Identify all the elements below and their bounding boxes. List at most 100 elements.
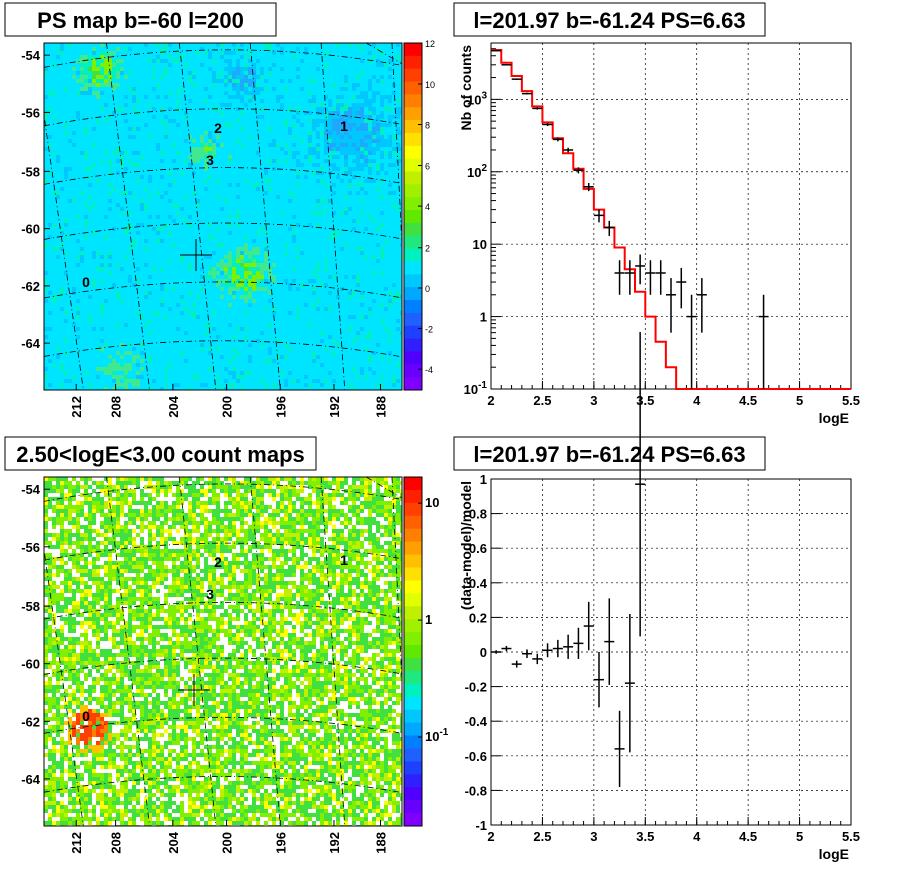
map-cell: [296, 287, 300, 291]
map-cell: [96, 561, 100, 565]
map-cell: [72, 585, 76, 589]
map-cell: [132, 347, 136, 351]
map-cell: [244, 295, 248, 299]
map-cell: [340, 87, 344, 91]
map-cell: [228, 155, 232, 159]
map-cell: [292, 239, 296, 243]
map-cell: [372, 505, 376, 509]
map-cell: [52, 497, 56, 501]
map-cell: [296, 557, 300, 561]
map-cell: [160, 617, 164, 621]
map-cell: [116, 481, 120, 485]
map-cell: [376, 597, 380, 601]
map-cell: [324, 143, 328, 147]
map-cell: [252, 501, 256, 505]
map-cell: [304, 613, 308, 617]
map-cell: [264, 581, 268, 585]
map-cell: [296, 183, 300, 187]
map-cell: [304, 529, 308, 533]
map-cell: [76, 565, 80, 569]
map-cell: [152, 609, 156, 613]
map-cell: [252, 477, 256, 481]
graticule-parallel: [44, 108, 402, 127]
map-cell: [56, 545, 60, 549]
map-cell: [48, 561, 52, 565]
map-cell: [352, 493, 356, 497]
map-cell: [56, 605, 60, 609]
map-cell: [288, 513, 292, 517]
map-cell: [168, 613, 172, 617]
map-cell: [356, 107, 360, 111]
map-cell: [336, 533, 340, 537]
map-cell: [80, 617, 84, 621]
map-cell: [400, 597, 402, 601]
map-cell: [376, 509, 380, 513]
map-cell: [376, 171, 380, 175]
map-cell: [224, 533, 228, 537]
map-cell: [184, 589, 188, 593]
map-cell: [180, 597, 184, 601]
map-cell: [168, 63, 172, 67]
map-cell: [136, 383, 140, 387]
map-cell: [328, 589, 332, 593]
map-cell: [72, 605, 76, 609]
map-cell: [44, 509, 48, 513]
map-cell: [176, 107, 180, 111]
map-cell: [272, 489, 276, 493]
map-cell: [80, 541, 84, 545]
map-cell: [360, 545, 364, 549]
map-cell: [44, 589, 48, 593]
map-cell: [76, 549, 80, 553]
map-cell: [132, 545, 136, 549]
map-cell: [252, 267, 256, 271]
map-cell: [60, 561, 64, 565]
map-cell: [292, 135, 296, 139]
map-cell: [204, 565, 208, 569]
map-cell: [148, 577, 152, 581]
map-cell: [136, 513, 140, 517]
map-cell: [368, 585, 372, 589]
map-cell: [372, 605, 376, 609]
map-cell: [104, 343, 108, 347]
map-cell: [112, 597, 116, 601]
map-cell: [220, 541, 224, 545]
map-cell: [168, 557, 172, 561]
map-cell: [280, 485, 284, 489]
map-cell: [272, 561, 276, 565]
map-cell: [384, 537, 388, 541]
colorbar-band: [404, 351, 422, 365]
map-cell: [272, 477, 276, 481]
map-cell: [116, 617, 120, 621]
map-cell: [280, 509, 284, 513]
map-cell: [52, 557, 56, 561]
map-cell: [384, 581, 388, 585]
map-cell: [148, 195, 152, 199]
map-cell: [336, 541, 340, 545]
map-cell: [60, 581, 64, 585]
map-cell: [216, 585, 220, 589]
map-cell: [228, 545, 232, 549]
map-cell: [160, 159, 164, 163]
map-cell: [60, 247, 64, 251]
map-cell: [296, 565, 300, 569]
map-cell: [224, 613, 228, 617]
map-cell: [288, 371, 292, 375]
map-cell: [260, 549, 264, 553]
map-cell: [88, 83, 92, 87]
map-cell: [316, 597, 320, 601]
map-cell: [148, 135, 152, 139]
map-cell: [220, 581, 224, 585]
map-cell: [168, 231, 172, 235]
map-cell: [368, 485, 372, 489]
map-cell: [276, 143, 280, 147]
map-cell: [344, 75, 348, 79]
map-cell: [368, 597, 372, 601]
map-cell: [324, 307, 328, 311]
map-cell: [108, 549, 112, 553]
map-cell: [224, 593, 228, 597]
map-cell: [172, 509, 176, 513]
map-cell: [68, 617, 72, 621]
map-cell: [72, 545, 76, 549]
map-cell: [212, 525, 216, 529]
map-cell: [364, 135, 368, 139]
